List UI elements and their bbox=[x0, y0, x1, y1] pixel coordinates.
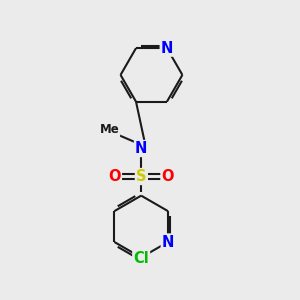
Text: Me: Me bbox=[100, 124, 119, 136]
Text: O: O bbox=[161, 169, 174, 184]
Text: O: O bbox=[108, 169, 121, 184]
Text: S: S bbox=[136, 169, 146, 184]
Text: Cl: Cl bbox=[133, 251, 149, 266]
Text: N: N bbox=[161, 40, 173, 56]
Text: N: N bbox=[162, 235, 174, 250]
Text: N: N bbox=[135, 141, 147, 156]
